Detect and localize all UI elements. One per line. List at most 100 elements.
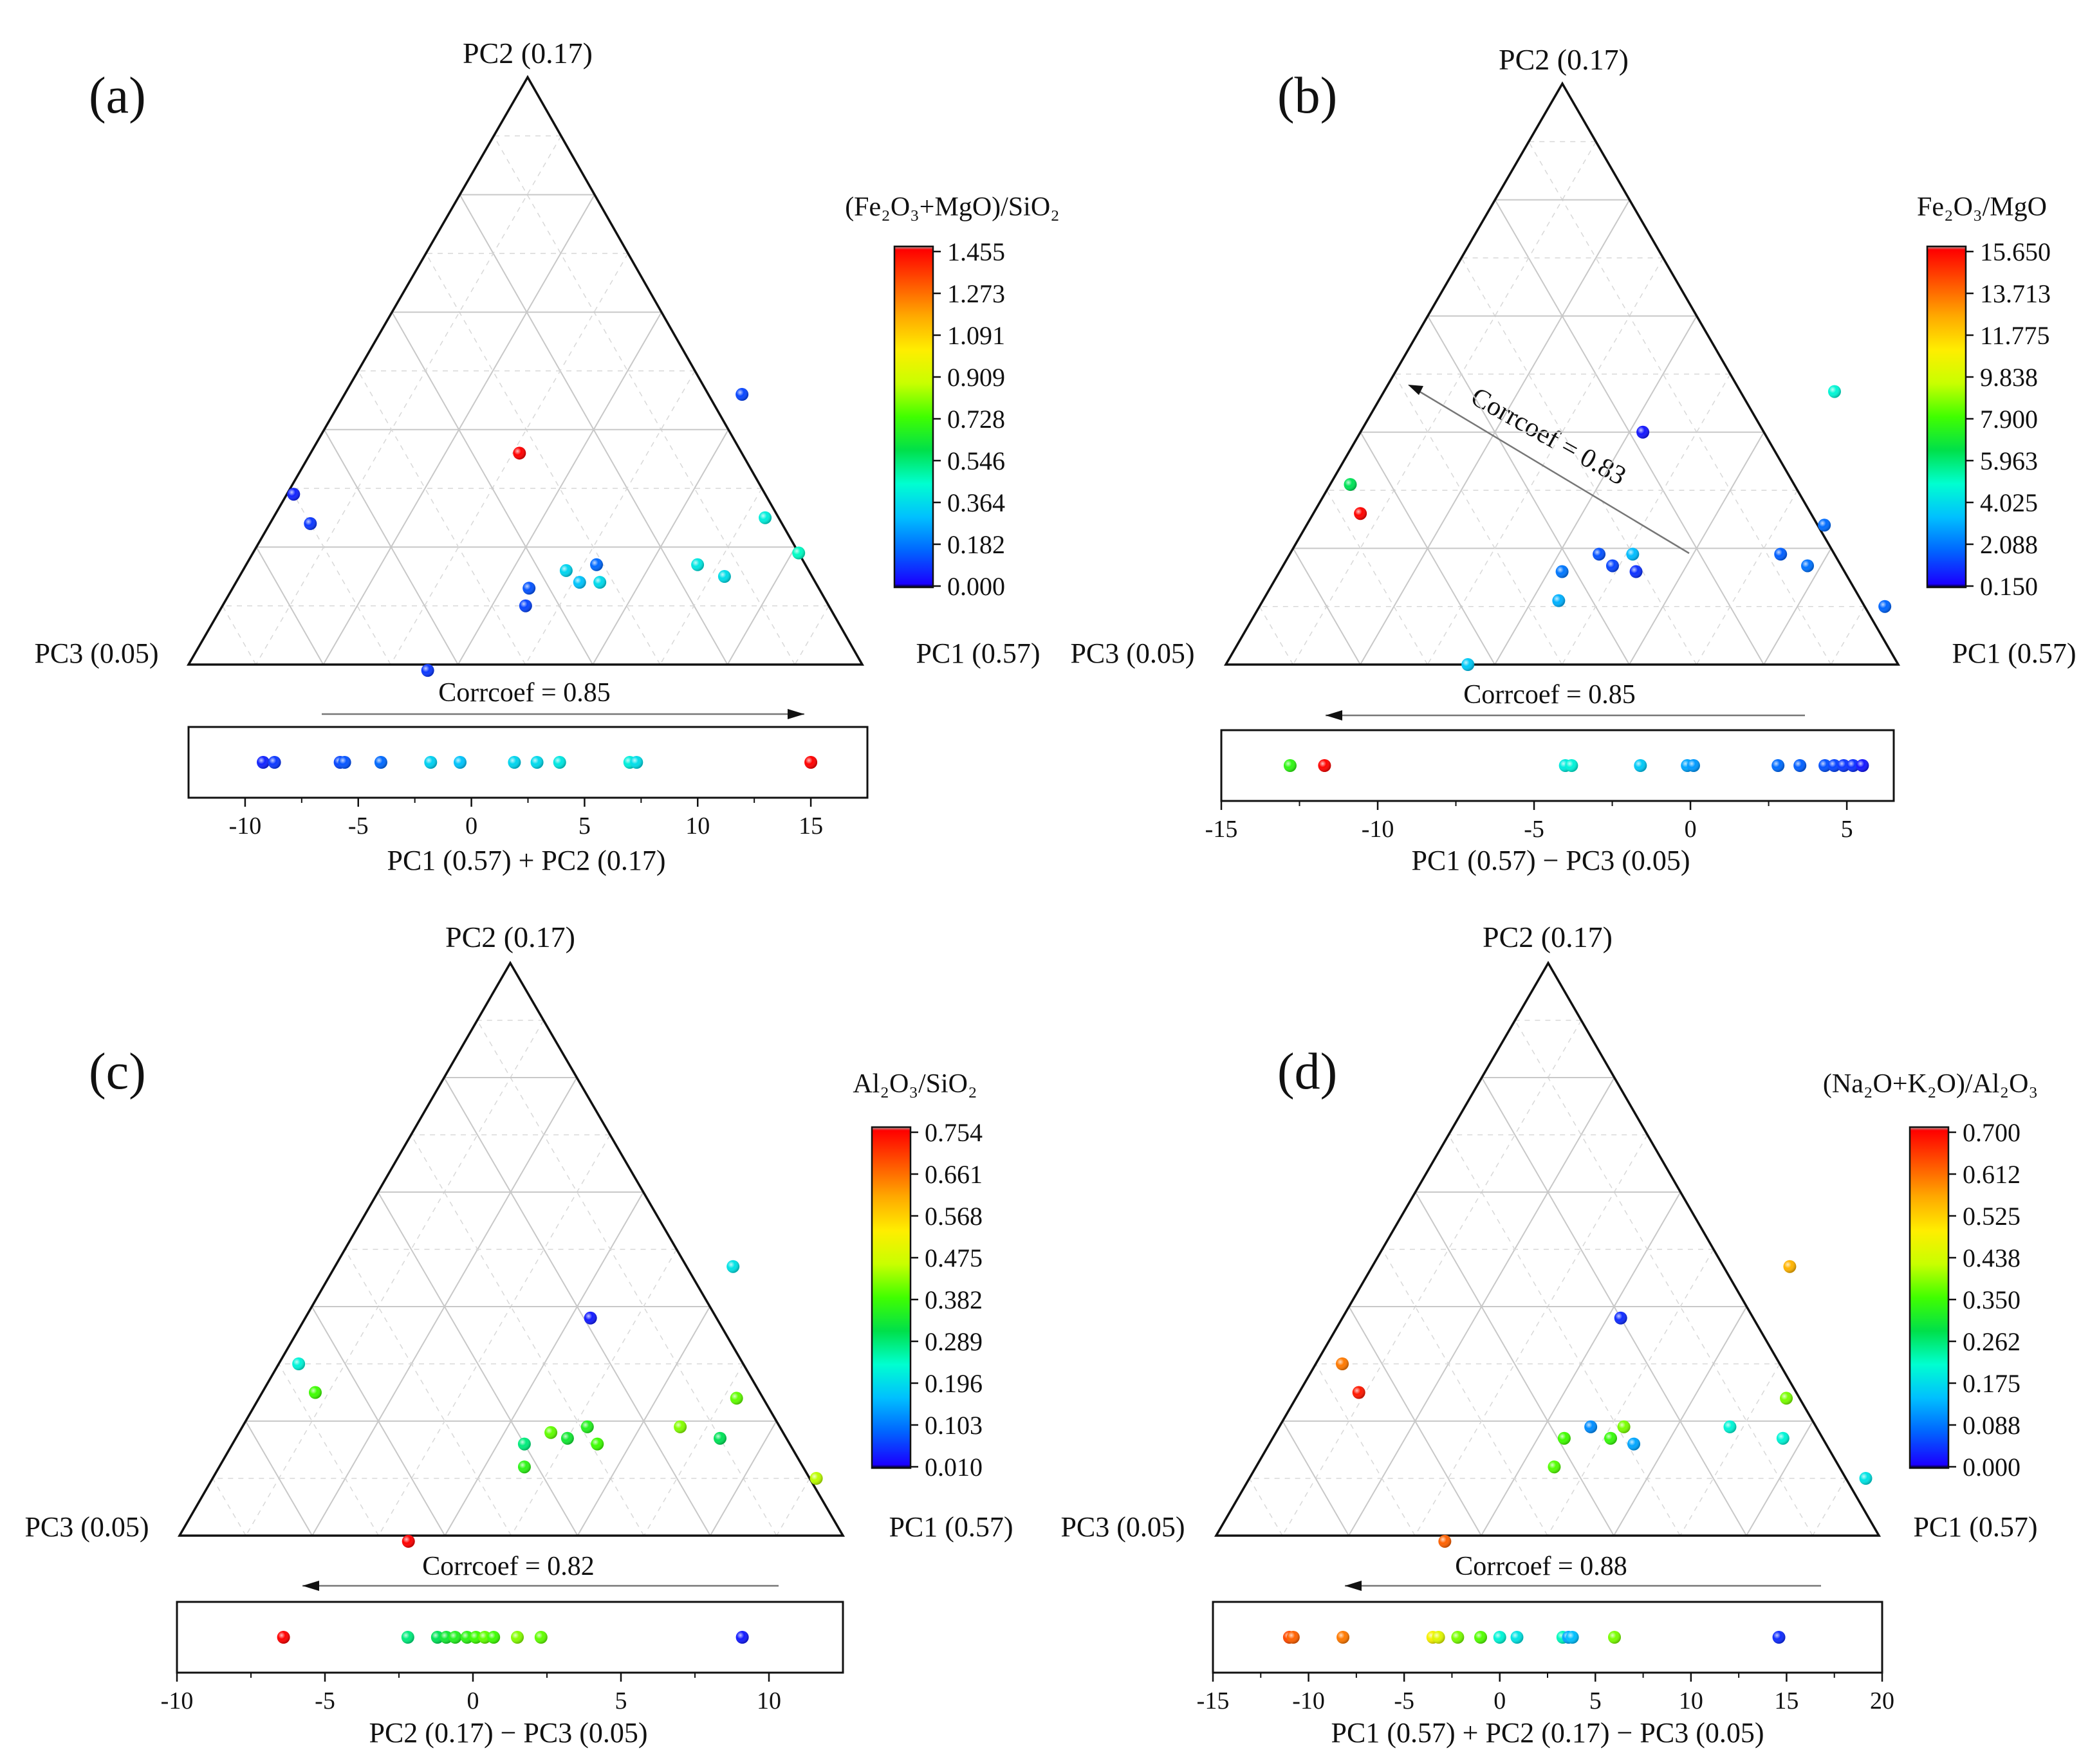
point-shine [1432, 1631, 1445, 1644]
strip-tick-label: 5 [615, 1687, 627, 1714]
point-shine [460, 1631, 474, 1644]
ternary-point [1352, 1386, 1365, 1399]
point-shine [1827, 759, 1841, 772]
strip-point [439, 1631, 453, 1644]
corr-label: Corrcoef = 0.82 [422, 1552, 594, 1581]
panel-c: (c) PC2 (0.17) PC3 (0.05) PC1 (0.57) Al₂… [24, 921, 1013, 1749]
colorbar-tick-label: 0.661 [925, 1160, 983, 1189]
colorbar-title: Al₂O₃/SiO₂ [853, 1069, 977, 1099]
colorbar-tick-label: 9.838 [1980, 363, 2038, 392]
apex-right-label: PC1 (0.57) [916, 638, 1040, 669]
ternary-point [544, 1426, 558, 1439]
ternary-point [1593, 547, 1606, 561]
point-shine [402, 1534, 415, 1548]
corr-arrow-head [1326, 710, 1342, 721]
strip-tick-label: 5 [578, 813, 591, 840]
apex-right-label: PC1 (0.57) [889, 1511, 1013, 1543]
corr-arrow-head [788, 709, 804, 719]
point-shine [559, 564, 573, 577]
ternary-point [1774, 547, 1788, 561]
point-shine [573, 576, 586, 589]
ternary-point [717, 570, 731, 583]
point-shine [630, 756, 643, 769]
strip-point [1336, 1631, 1350, 1644]
point-shine [1629, 565, 1643, 578]
point-shine [1336, 1631, 1350, 1644]
ternary-gridline [311, 1306, 446, 1536]
point-shine [1555, 565, 1569, 578]
point-shine [522, 582, 536, 595]
ternary-gridline [457, 311, 662, 665]
point-shine [1687, 759, 1700, 772]
strip-point [401, 1631, 414, 1644]
strip-point [1608, 1631, 1621, 1644]
strip-point [1283, 759, 1297, 772]
ternary-point [1783, 1260, 1797, 1273]
ternary-gridline [1360, 432, 1495, 665]
ternary-gridline [592, 429, 729, 665]
ternary-gridline [411, 1134, 645, 1536]
strip-tick-label: 0 [1685, 816, 1697, 843]
ternary-gridline [245, 1020, 544, 1536]
ternary-gridline [709, 1420, 777, 1536]
point-shine [1593, 547, 1606, 561]
ternary-gridline [377, 1191, 578, 1536]
ternary-gridline [390, 253, 629, 665]
point-shine [478, 1631, 492, 1644]
point-shine [1548, 1460, 1561, 1474]
point-shine [430, 1631, 444, 1644]
point-shine [304, 517, 317, 530]
point-shine [1636, 425, 1650, 439]
strip-point [1793, 759, 1807, 772]
point-shine [735, 1631, 749, 1644]
ternary-point [1723, 1420, 1737, 1433]
point-shine [1451, 1631, 1465, 1644]
point-shine [792, 546, 806, 560]
ternary-gridline [1292, 141, 1596, 665]
point-shine [1837, 759, 1851, 772]
strip-point [449, 1631, 462, 1644]
strip-point [257, 756, 270, 769]
ternary-point [559, 564, 573, 577]
point-shine [1774, 547, 1788, 561]
strip-point [1856, 759, 1869, 772]
ternary-gridline [1561, 374, 1731, 665]
ternary-point [735, 388, 749, 401]
corr-arrow-head [302, 1581, 319, 1591]
apex-right-label: PC1 (0.57) [1913, 1511, 2037, 1543]
point-shine [517, 1437, 531, 1451]
ternary-point [1627, 1437, 1641, 1451]
colorbar-tick-label: 0.700 [1963, 1118, 2021, 1147]
apex-right-label: PC1 (0.57) [1952, 638, 2076, 669]
ternary-gridline [1629, 432, 1765, 665]
inner-arrow-head [1408, 385, 1423, 395]
point-shine [691, 558, 705, 571]
ternary-frame [186, 75, 865, 666]
ternary-point [730, 1392, 743, 1405]
colorbar-tick-label: 0.438 [1963, 1244, 2021, 1272]
point-shine [1627, 1437, 1641, 1451]
ternary-gridline [794, 605, 829, 665]
point-shine [534, 1631, 548, 1644]
strip-point [424, 756, 438, 769]
point-shine [511, 1631, 524, 1644]
strip-point [1474, 1631, 1487, 1644]
panel-a: (a) PC2 (0.17) PC3 (0.05) PC1 (0.57) (Fe… [34, 37, 1059, 876]
corr-label: Corrcoef = 0.85 [1463, 680, 1635, 710]
point-shine [1771, 759, 1785, 772]
colorbar [871, 1126, 912, 1469]
ternary-gridline [1528, 141, 1832, 665]
ternary-gridline [1812, 1478, 1847, 1536]
panel-b: (b) PC2 (0.17) PC3 (0.05) PC1 (0.57) Fe₂… [1070, 43, 2076, 876]
point-shine [439, 1631, 453, 1644]
corr-label: Corrcoef = 0.85 [438, 678, 610, 708]
point-shine [1474, 1631, 1487, 1644]
ternary-gridline [245, 1420, 313, 1536]
ternary-point [1780, 1392, 1793, 1405]
ternary-gridline [1292, 547, 1361, 665]
corr-arrow-head [1345, 1581, 1362, 1591]
colorbar-tick-label: 5.963 [1980, 446, 2038, 475]
ternary-point [1636, 425, 1650, 439]
strip-point [804, 756, 818, 769]
colorbar-tick-label: 1.455 [947, 237, 1005, 266]
